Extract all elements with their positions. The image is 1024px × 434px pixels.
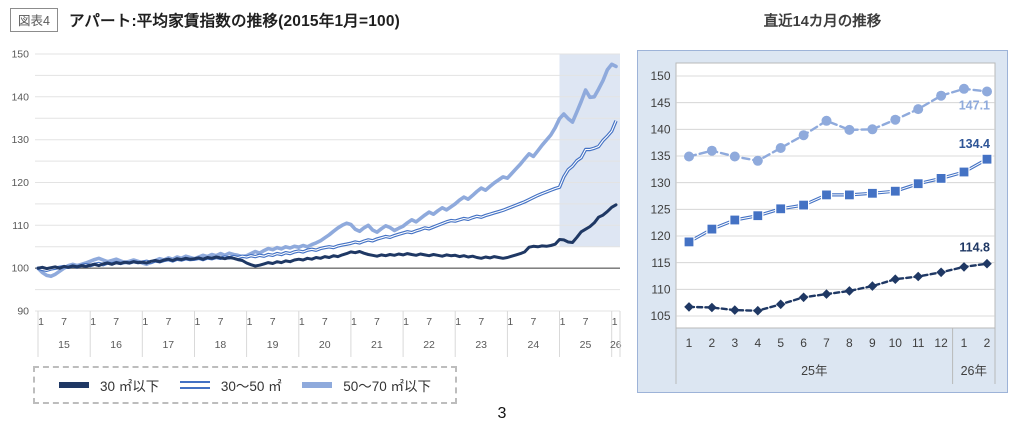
right-x-tick-label: 10 — [889, 336, 903, 350]
page-header: 図表4 アパート:平均家賃指数の推移(2015年1月=100) — [10, 8, 400, 32]
legend-swatch-30-50 — [179, 381, 210, 389]
left-month-label: 1 — [560, 316, 566, 328]
right-year-label-25: 25年 — [801, 364, 827, 378]
right-y-tick-label: 115 — [651, 256, 670, 270]
left-month-label: 1 — [142, 316, 148, 328]
right-x-tick-label: 11 — [912, 336, 925, 350]
left-year-label: 26 — [610, 339, 622, 351]
left-month-label: 7 — [478, 316, 484, 328]
data-label-under-30: 114.8 — [959, 241, 990, 255]
left-y-tick-label: 130 — [11, 134, 29, 146]
left-year-label: 19 — [267, 339, 279, 351]
left-y-tick-label: 150 — [11, 49, 29, 61]
left-year-label: 25 — [580, 339, 592, 351]
left-month-label: 7 — [270, 316, 276, 328]
right-x-tick-label: 2 — [709, 336, 716, 350]
legend-label-50-70: 50〜70 ㎡以下 — [343, 379, 431, 394]
left-gridlines — [35, 53, 620, 312]
left-year-label: 18 — [215, 339, 227, 351]
left-month-label: 7 — [113, 316, 119, 328]
right-y-tick-label: 130 — [650, 176, 670, 190]
left-month-label: 1 — [195, 316, 201, 328]
right-x-tick-label: 3 — [731, 336, 738, 350]
right-x-tick-label: 6 — [800, 336, 807, 350]
left-month-label: 1 — [247, 316, 253, 328]
right-x-tick-label: 12 — [934, 336, 948, 350]
left-month-label: 1 — [38, 316, 44, 328]
left-month-label: 7 — [374, 316, 380, 328]
left-y-tick-label: 110 — [12, 220, 29, 232]
left-month-label: 1 — [90, 316, 96, 328]
left-month-label: 1 — [403, 316, 409, 328]
left-year-label: 16 — [110, 339, 122, 351]
left-year-label: 21 — [371, 339, 383, 351]
left-month-label: 7 — [61, 316, 67, 328]
right-chart-title: 直近14カ月の推移 — [763, 14, 882, 30]
left-month-label: 7 — [218, 316, 224, 328]
data-label-50-70: 147.1 — [959, 98, 990, 112]
right-y-tick-label: 150 — [650, 69, 670, 83]
right-y-tick-label: 120 — [650, 229, 670, 243]
left-year-label: 15 — [58, 339, 70, 351]
right-year-label-26: 26年 — [961, 364, 987, 378]
left-year-label: 24 — [528, 339, 540, 351]
right-x-tick-label: 9 — [869, 336, 876, 350]
legend-label-30-50: 30〜50 ㎡ — [220, 379, 282, 394]
recent-14-months-panel: 105 110 115 120 125 130 135 140 145 150 1 2 3 4 5 6 7 8 9 1… — [637, 50, 1008, 393]
legend-item-50-70: 50〜70 ㎡以下 — [302, 375, 431, 395]
left-month-label: 1 — [351, 316, 357, 328]
right-y-tick-label: 135 — [650, 149, 670, 163]
legend-swatch-50-70 — [302, 382, 333, 388]
right-x-tick-label: 8 — [846, 336, 853, 350]
left-month-label: 1 — [299, 316, 305, 328]
left-month-label: 1 — [455, 316, 461, 328]
left-y-tick-label: 100 — [11, 263, 29, 275]
legend-label-under-30: 30 ㎡以下 — [100, 379, 160, 394]
right-y-tick-label: 110 — [651, 283, 670, 297]
left-chart-title: アパート:平均家賃指数の推移(2015年1月=100) — [68, 13, 401, 30]
chart-legend: 30 ㎡以下 30〜50 ㎡ 50〜70 ㎡以下 — [33, 366, 457, 404]
figure-label: 図表4 — [10, 8, 58, 32]
right-x-tick-label: 1 — [961, 336, 968, 350]
right-x-tick-label: 2 — [984, 336, 991, 350]
page-number: 3 — [497, 405, 507, 422]
right-x-tick-label: 5 — [777, 336, 784, 350]
left-y-tick-label: 140 — [11, 91, 29, 103]
data-label-30-50: 134.4 — [959, 137, 990, 151]
left-year-label: 23 — [475, 339, 487, 351]
right-x-tick-label: 7 — [823, 336, 830, 350]
left-month-label: 7 — [322, 316, 328, 328]
recent-series-50-70-markers — [684, 83, 992, 166]
left-y-tick-label: 90 — [17, 306, 29, 318]
left-year-label: 22 — [423, 339, 435, 351]
right-y-tick-label: 145 — [650, 96, 670, 110]
left-year-label: 17 — [162, 339, 174, 351]
left-month-label: 7 — [531, 316, 537, 328]
legend-swatch-under-30 — [59, 382, 89, 388]
legend-item-under-30: 30 ㎡以下 — [59, 375, 159, 395]
legend-item-30-50: 30〜50 ㎡ — [179, 375, 282, 395]
left-y-tick-label: 120 — [11, 177, 29, 189]
recent-series-30-50-markers — [683, 153, 993, 248]
left-month-label: 1 — [612, 316, 618, 328]
left-year-label: 20 — [319, 339, 331, 351]
left-month-label: 7 — [583, 316, 589, 328]
right-y-tick-label: 105 — [650, 309, 670, 323]
left-month-label: 1 — [507, 316, 513, 328]
left-month-label: 7 — [165, 316, 171, 328]
right-y-tick-label: 140 — [650, 123, 670, 137]
right-y-tick-label: 125 — [650, 203, 670, 217]
right-x-tick-label: 1 — [686, 336, 693, 350]
series-50-70-line — [36, 62, 618, 279]
left-month-label: 7 — [426, 316, 432, 328]
right-x-tick-label: 4 — [754, 336, 761, 350]
series-under-30-line — [36, 203, 618, 271]
